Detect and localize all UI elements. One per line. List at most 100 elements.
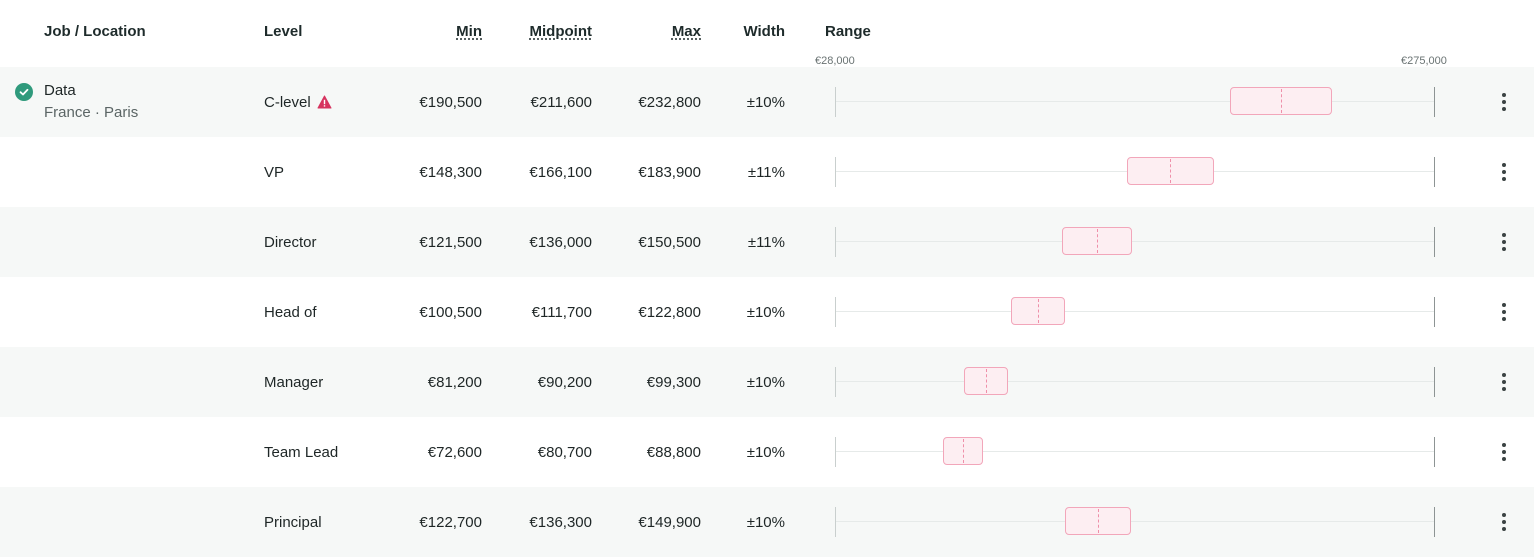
job-location-cell[interactable]: Data France · Paris [44,80,138,124]
table-row[interactable]: Manager €81,200 €90,200 €99,300 ±10% [0,347,1534,417]
range-track-line [835,521,1435,522]
min-cell: €148,300 [419,163,482,181]
more-dot [1502,317,1506,321]
range-max-tick [1434,437,1435,467]
table-row[interactable]: Team Lead €72,600 €80,700 €88,800 ±10% [0,417,1534,487]
range-track [835,67,1435,137]
min-cell: €72,600 [427,443,482,461]
job-title: Data [44,82,76,99]
range-min-tick [835,367,836,397]
midpoint-marker [1280,89,1282,113]
range-band[interactable] [943,437,983,465]
range-min-tick [835,507,836,537]
midpoint-marker [1170,159,1172,183]
min-cell: €121,500 [419,233,482,251]
midpoint-cell: €90,200 [537,373,592,391]
column-header-job-location[interactable]: Job / Location [44,23,146,40]
more-dot [1502,450,1506,454]
more-dot [1502,240,1506,244]
column-header-level[interactable]: Level [264,23,303,40]
more-dot [1502,443,1506,447]
more-dot [1502,107,1506,111]
more-dot [1502,233,1506,237]
width-cell: ±11% [747,163,785,181]
column-header-max[interactable]: Max [671,23,701,40]
range-max-tick [1434,227,1435,257]
midpoint-cell: €136,000 [529,233,592,251]
range-band[interactable] [1127,157,1214,185]
min-cell: €81,200 [427,373,482,391]
level-cell: Team Lead [264,417,338,487]
max-cell: €122,800 [638,303,701,321]
range-min-tick [835,437,836,467]
max-cell: €150,500 [638,233,701,251]
range-band[interactable] [1065,507,1132,535]
level-cell: Director [264,207,317,277]
range-track [835,347,1435,417]
row-more-menu-button[interactable] [1494,508,1514,536]
table-row[interactable]: Director €121,500 €136,000 €150,500 ±11% [0,207,1534,277]
range-track-line [835,311,1435,312]
range-band[interactable] [1062,227,1133,255]
column-header-width[interactable]: Width [743,23,785,40]
column-header-midpoint[interactable]: Midpoint [529,23,592,40]
table-row[interactable]: VP €148,300 €166,100 €183,900 ±11% [0,137,1534,207]
min-cell: €190,500 [419,93,482,111]
range-min-tick [835,157,836,187]
level-cell: Head of [264,277,317,347]
row-more-menu-button[interactable] [1494,88,1514,116]
more-dot [1502,310,1506,314]
row-more-menu-button[interactable] [1494,438,1514,466]
level-cell: C-level [264,67,332,137]
level-cell: Principal [264,487,322,557]
level-label: Manager [264,373,324,391]
level-cell: Manager [264,347,323,417]
more-dot [1502,373,1506,377]
more-dot [1502,513,1506,517]
level-label: Team Lead [264,443,339,461]
midpoint-cell: €166,100 [529,163,592,181]
table-row[interactable]: Data France · Paris C-level €190,500 €21… [0,67,1534,137]
range-track-line [835,241,1435,242]
midpoint-cell: €80,700 [537,443,592,461]
table-row[interactable]: Head of €100,500 €111,700 €122,800 ±10% [0,277,1534,347]
range-track [835,207,1435,277]
range-max-tick [1434,297,1435,327]
range-band[interactable] [964,367,1009,395]
width-cell: ±10% [746,513,785,531]
midpoint-cell: €136,300 [529,513,592,531]
level-label: C-level [264,93,311,111]
more-dot [1502,457,1506,461]
width-cell: ±10% [746,303,785,321]
width-cell: ±10% [746,443,785,461]
column-header-min[interactable]: Min [456,23,482,40]
column-header-range[interactable]: Range [825,23,871,40]
range-track [835,417,1435,487]
width-cell: ±10% [746,93,785,111]
row-more-menu-button[interactable] [1494,158,1514,186]
range-axis-max-label: €275,000 [1401,55,1447,67]
more-dot [1502,177,1506,181]
max-cell: €99,300 [646,373,701,391]
min-cell: €122,700 [419,513,482,531]
range-band[interactable] [1011,297,1066,325]
min-cell: €100,500 [419,303,482,321]
more-dot [1502,163,1506,167]
width-cell: ±11% [747,233,785,251]
range-track [835,277,1435,347]
max-cell: €149,900 [638,513,701,531]
more-dot [1502,170,1506,174]
row-more-menu-button[interactable] [1494,228,1514,256]
range-track [835,137,1435,207]
width-cell: ±10% [746,373,785,391]
midpoint-marker [986,369,988,393]
level-label: Director [264,233,317,251]
table-row[interactable]: Principal €122,700 €136,300 €149,900 ±10… [0,487,1534,557]
more-dot [1502,93,1506,97]
row-more-menu-button[interactable] [1494,298,1514,326]
range-track-line [835,381,1435,382]
warning-icon[interactable] [317,95,332,109]
row-more-menu-button[interactable] [1494,368,1514,396]
range-band[interactable] [1229,87,1333,115]
more-dot [1502,100,1506,104]
